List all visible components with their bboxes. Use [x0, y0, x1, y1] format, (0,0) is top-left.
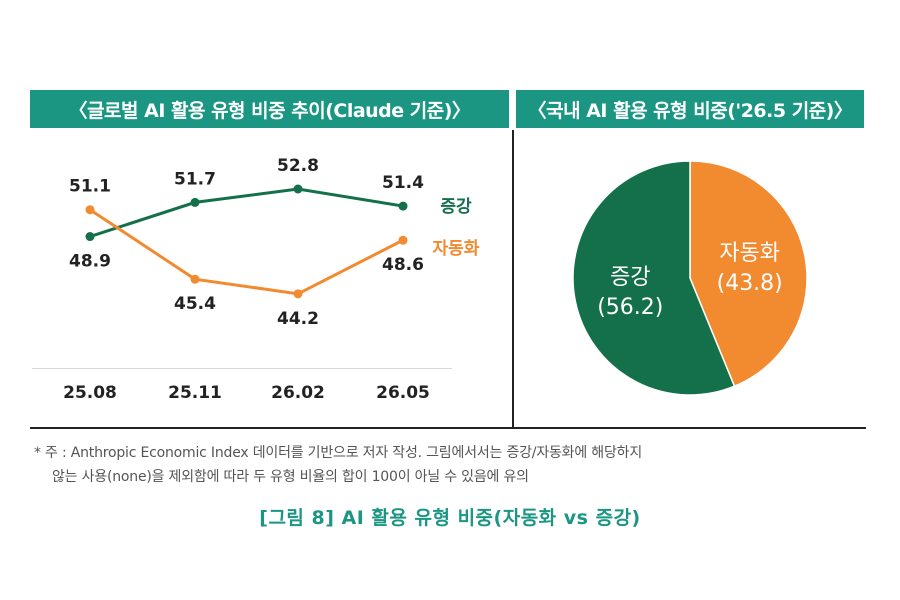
data-label-automation: 44.2 — [277, 309, 319, 329]
pie-slice-automation — [689, 160, 808, 388]
data-point-augmentation — [293, 184, 303, 194]
data-label-automation: 45.4 — [174, 294, 216, 314]
pie-slice-augmentation — [572, 160, 736, 396]
x-tick-label: 25.08 — [63, 383, 117, 403]
pie-value-augmentation: (56.2) — [597, 295, 663, 320]
pie-chart-title: 〈국내 AI 활용 유형 비중('26.5 기준)〉 — [516, 90, 864, 128]
x-tick-label: 26.02 — [271, 383, 325, 403]
legend-label-automation: 자동화 — [433, 239, 480, 259]
footnote-line-2: 않는 사용(none)을 제외함에 따라 두 유형 비율의 합이 100이 아닐… — [52, 469, 529, 485]
figure-caption: [그림 8] AI 활용 유형 비중(자동화 vs 증강) — [259, 507, 641, 529]
data-point-augmentation — [190, 197, 200, 207]
data-point-automation — [398, 235, 408, 245]
data-point-automation — [85, 205, 95, 215]
data-label-augmentation: 51.7 — [174, 169, 216, 189]
pie-value-automation: (43.8) — [717, 271, 783, 296]
data-point-automation — [293, 289, 303, 299]
data-label-augmentation: 51.4 — [382, 173, 424, 193]
data-label-automation: 51.1 — [69, 177, 111, 197]
data-label-augmentation: 52.8 — [277, 156, 319, 176]
footnote-line-1: * 주 : Anthropic Economic Index 데이터를 기반으로… — [34, 445, 643, 461]
data-point-augmentation — [85, 232, 95, 242]
data-label-augmentation: 48.9 — [69, 252, 111, 272]
series-line-augmentation — [89, 187, 404, 238]
pie-label-augmentation: 증강 — [610, 265, 650, 290]
x-tick-label: 26.05 — [376, 383, 430, 403]
series-line-automation — [89, 208, 404, 296]
pie-label-automation: 자동화 — [719, 241, 780, 266]
data-label-automation: 48.6 — [382, 255, 424, 275]
legend-label-augmentation: 증강 — [440, 197, 472, 217]
data-point-automation — [190, 274, 200, 284]
data-point-augmentation — [398, 201, 408, 211]
chart-bottom-rule — [30, 427, 866, 429]
x-tick-label: 25.11 — [168, 383, 222, 403]
line-chart-title: 〈글로벌 AI 활용 유형 비중 추이(Claude 기준)〉 — [30, 90, 509, 128]
panel-divider — [512, 130, 514, 428]
x-axis-line — [32, 368, 452, 369]
